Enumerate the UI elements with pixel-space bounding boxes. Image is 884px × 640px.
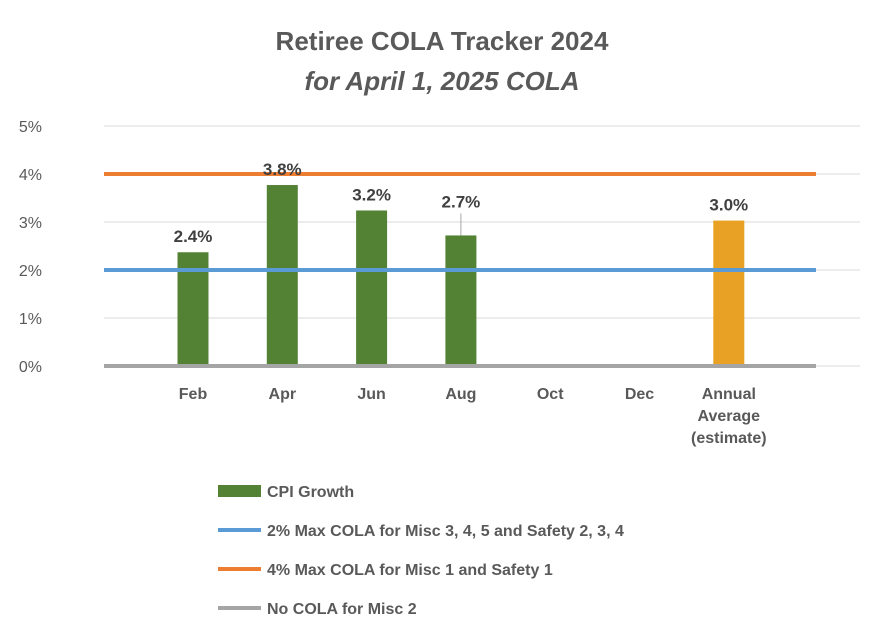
grid-layer <box>104 125 860 367</box>
y-tick-label: 2% <box>19 263 42 280</box>
y-tick-label: 3% <box>19 215 42 232</box>
x-category-label: Oct <box>537 386 564 403</box>
x-category-label: Dec <box>625 386 654 403</box>
legend-label: No COLA for Misc 2 <box>267 601 417 618</box>
legend-label: 4% Max COLA for Misc 1 and Safety 1 <box>267 562 553 579</box>
data-labels-layer: 2.4% 3.8% 3.2% 2.7% 3.0% <box>174 160 749 246</box>
legend-swatch <box>218 485 261 497</box>
data-label: 2.7% <box>442 192 481 211</box>
data-label: 2.4% <box>174 227 213 246</box>
bar <box>266 185 298 366</box>
data-label: 3.8% <box>263 160 302 179</box>
legend: CPI Growth 2% Max COLA for Misc 3, 4, 5 a… <box>218 484 624 618</box>
y-tick-label: 0% <box>19 359 42 376</box>
x-category-label: Aug <box>445 386 476 403</box>
y-tick-label: 1% <box>19 311 42 328</box>
x-category-label: Apr <box>269 386 297 403</box>
x-category-label: Annual <box>702 386 756 403</box>
chart-subtitle: for April 1, 2025 COLA <box>305 66 580 96</box>
x-axis-categories: Feb Apr Jun Aug Oct Dec Annual Average (estimate… <box>179 386 767 447</box>
legend-label: CPI Growth <box>267 484 354 501</box>
data-label: 3.0% <box>709 196 748 215</box>
y-tick-label: 4% <box>19 167 42 184</box>
y-tick-label: 5% <box>19 119 42 136</box>
chart-title: Retiree COLA Tracker 2024 <box>276 26 609 56</box>
x-category-label: Feb <box>179 386 208 403</box>
x-category-label: Average <box>698 408 761 425</box>
legend-label: 2% Max COLA for Misc 3, 4, 5 and Safety … <box>267 523 624 540</box>
x-category-label: Jun <box>357 386 385 403</box>
x-category-label: (estimate) <box>691 430 767 447</box>
bars-layer <box>177 185 745 366</box>
y-axis-ticks: 0% 1% 2% 3% 4% 5% <box>19 119 42 376</box>
data-label: 3.2% <box>352 185 391 204</box>
bar <box>356 210 388 366</box>
reference-lines-layer <box>104 172 816 368</box>
bar <box>445 235 477 366</box>
bar <box>713 220 745 366</box>
